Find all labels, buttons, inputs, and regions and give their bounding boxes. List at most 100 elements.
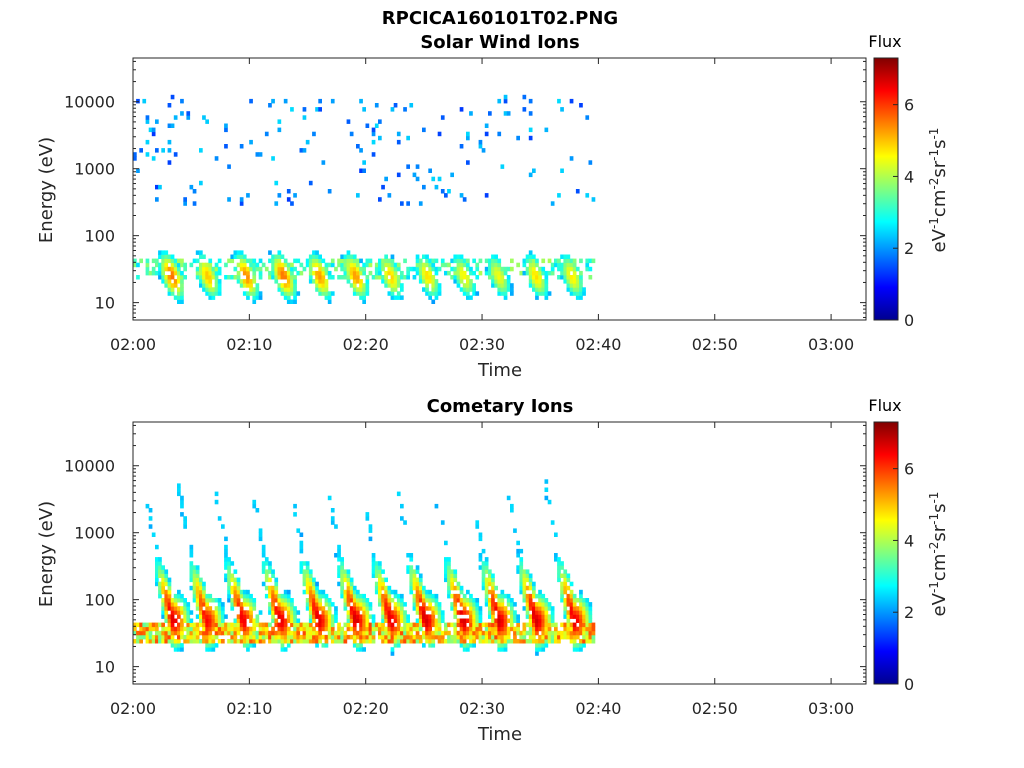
- heatmap-cell: [177, 593, 181, 599]
- heatmap-cell: [302, 107, 307, 112]
- heatmap-cell: [271, 254, 275, 259]
- heatmap-cell: [305, 561, 310, 566]
- heatmap-cell: [290, 266, 294, 272]
- x-tick-label: 02:30: [459, 699, 505, 718]
- heatmap-cell: [431, 299, 436, 304]
- heatmap-cell: [334, 630, 338, 636]
- heatmap-cell: [340, 565, 344, 570]
- heatmap-cell: [428, 168, 432, 173]
- heatmap-cell: [513, 602, 517, 607]
- heatmap-cell: [459, 622, 464, 628]
- heatmap-cell: [371, 561, 376, 566]
- heatmap-cell: [532, 266, 536, 272]
- heatmap-cell: [522, 107, 527, 112]
- heatmap-cell: [277, 119, 282, 124]
- heatmap-cell: [246, 639, 250, 644]
- heatmap-cell: [450, 573, 454, 578]
- heatmap-cell: [390, 598, 395, 603]
- heatmap-cell: [431, 634, 436, 640]
- heatmap-cell: [447, 557, 451, 562]
- heatmap-cell: [585, 193, 590, 198]
- heatmap-cell: [374, 589, 379, 595]
- heatmap-cell: [566, 258, 571, 264]
- heatmap-cell: [469, 283, 473, 288]
- heatmap-cell: [503, 295, 508, 300]
- heatmap-cell: [195, 589, 200, 595]
- heatmap-cell: [158, 275, 162, 280]
- heatmap-cell: [186, 610, 191, 615]
- heatmap-cell: [183, 520, 187, 525]
- heatmap-cell: [177, 598, 181, 603]
- heatmap-cell: [296, 291, 301, 296]
- heatmap-cell: [585, 602, 590, 607]
- heatmap-cell: [466, 647, 470, 652]
- heatmap-cell: [252, 618, 257, 623]
- heatmap-cell: [459, 266, 464, 272]
- heatmap-cell: [462, 647, 467, 652]
- heatmap-cell: [572, 262, 577, 268]
- heatmap-cell: [484, 639, 489, 644]
- heatmap-cell: [585, 634, 590, 640]
- heatmap-cell: [437, 626, 442, 632]
- heatmap-cell: [488, 589, 492, 595]
- heatmap-cell: [428, 598, 432, 603]
- heatmap-cell: [214, 279, 219, 284]
- heatmap-cell: [205, 287, 209, 292]
- heatmap-cell: [246, 643, 250, 648]
- heatmap-cell: [579, 589, 583, 595]
- heatmap-cell: [484, 598, 489, 603]
- heatmap-cell: [387, 610, 392, 615]
- heatmap-cell: [236, 577, 241, 583]
- heatmap-cell: [444, 622, 448, 628]
- heatmap-cell: [535, 630, 539, 636]
- heatmap-cell: [246, 258, 250, 264]
- heatmap-cell: [290, 606, 294, 611]
- heatmap-cell: [503, 630, 508, 636]
- heatmap-cell: [142, 630, 147, 636]
- heatmap-cell: [268, 270, 272, 276]
- heatmap-cell: [290, 262, 294, 268]
- heatmap-cell: [469, 622, 473, 628]
- heatmap-cell: [503, 622, 508, 628]
- heatmap-cell: [434, 634, 439, 640]
- heatmap-cell: [409, 553, 414, 558]
- heatmap-cell: [202, 283, 206, 288]
- heatmap-cell: [362, 610, 366, 615]
- heatmap-cell: [268, 569, 272, 574]
- heatmap-cell: [318, 602, 322, 607]
- heatmap-cell: [566, 275, 571, 280]
- heatmap-cell: [321, 643, 326, 648]
- heatmap-cell: [286, 610, 291, 615]
- heatmap-cell: [202, 593, 206, 599]
- heatmap-cell: [371, 557, 376, 562]
- heatmap-cell: [572, 647, 577, 652]
- heatmap-cell: [258, 622, 263, 628]
- heatmap-cell: [233, 275, 238, 280]
- heatmap-cell: [148, 508, 153, 513]
- heatmap-cell: [202, 630, 206, 636]
- heatmap-cell: [538, 606, 542, 611]
- heatmap-cell: [428, 262, 432, 268]
- heatmap-cell: [582, 291, 586, 296]
- heatmap-cell: [221, 614, 225, 619]
- heatmap-cell: [180, 647, 184, 652]
- heatmap-cell: [202, 275, 206, 280]
- heatmap-cell: [440, 189, 445, 194]
- heatmap-cell: [378, 593, 382, 599]
- heatmap-cell: [359, 295, 363, 300]
- heatmap-cell: [189, 553, 194, 558]
- heatmap-cell: [164, 589, 169, 595]
- heatmap-cell: [293, 630, 297, 636]
- heatmap-cell: [173, 115, 178, 120]
- heatmap-cell: [249, 639, 253, 644]
- heatmap-cell: [478, 557, 483, 562]
- heatmap-cell: [349, 593, 354, 599]
- heatmap-cell: [318, 287, 322, 292]
- heatmap-cell: [494, 283, 498, 288]
- heatmap-cell: [352, 602, 357, 607]
- heatmap-cell: [290, 201, 294, 206]
- heatmap-cell: [158, 622, 162, 628]
- heatmap-cell: [466, 589, 470, 595]
- heatmap-cell: [148, 127, 153, 133]
- heatmap-cell: [579, 647, 583, 652]
